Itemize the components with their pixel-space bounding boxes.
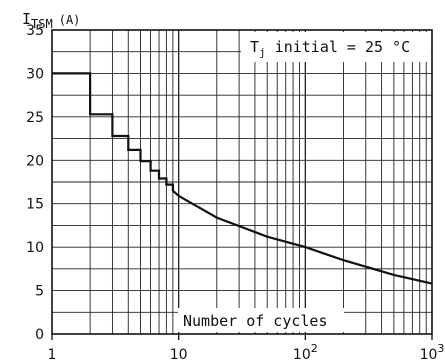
- annotation-main: T: [250, 38, 259, 56]
- annotation-text: Tj initial = 25 °C: [250, 38, 410, 59]
- y-axis-label: ITSM (A): [22, 10, 80, 31]
- y-tick-label: 20: [26, 153, 44, 169]
- x-tick-base: 10: [293, 347, 311, 363]
- plot-frame: [51, 29, 433, 335]
- x-tick-exponent: 2: [311, 342, 318, 355]
- x-axis-label-box: [178, 308, 344, 332]
- y-axis-label-unit: (A): [59, 13, 81, 27]
- x-tick-base: 10: [170, 347, 188, 363]
- x-tick-label: 1: [48, 347, 57, 363]
- y-tick-label: 30: [26, 66, 44, 82]
- annotation-sub: j: [259, 46, 266, 59]
- x-tick-label: 102: [293, 342, 318, 363]
- series-line: [52, 72, 433, 285]
- x-tick-label: 103: [420, 342, 445, 363]
- annotation-rest: initial = 25 °C: [266, 38, 411, 56]
- y-tick-label: 35: [26, 23, 44, 39]
- axis-ticks: [51, 334, 433, 340]
- y-tick-label: 10: [26, 240, 44, 256]
- annotation-box: [241, 32, 431, 62]
- grid: [52, 30, 432, 334]
- y-tick-label: 25: [26, 110, 44, 126]
- x-axis-label: Number of cycles: [183, 312, 328, 330]
- x-tick-exponent: 3: [437, 342, 444, 355]
- x-tick-base: 10: [420, 347, 438, 363]
- y-axis-label-main: I: [22, 10, 31, 28]
- y-tick-label: 0: [35, 327, 44, 343]
- y-axis-label-sub: TSM: [31, 17, 53, 31]
- x-tick-label: 10: [170, 347, 188, 363]
- y-tick-label: 15: [26, 197, 44, 213]
- y-tick-label: 5: [35, 284, 44, 300]
- x-tick-base: 1: [48, 347, 57, 363]
